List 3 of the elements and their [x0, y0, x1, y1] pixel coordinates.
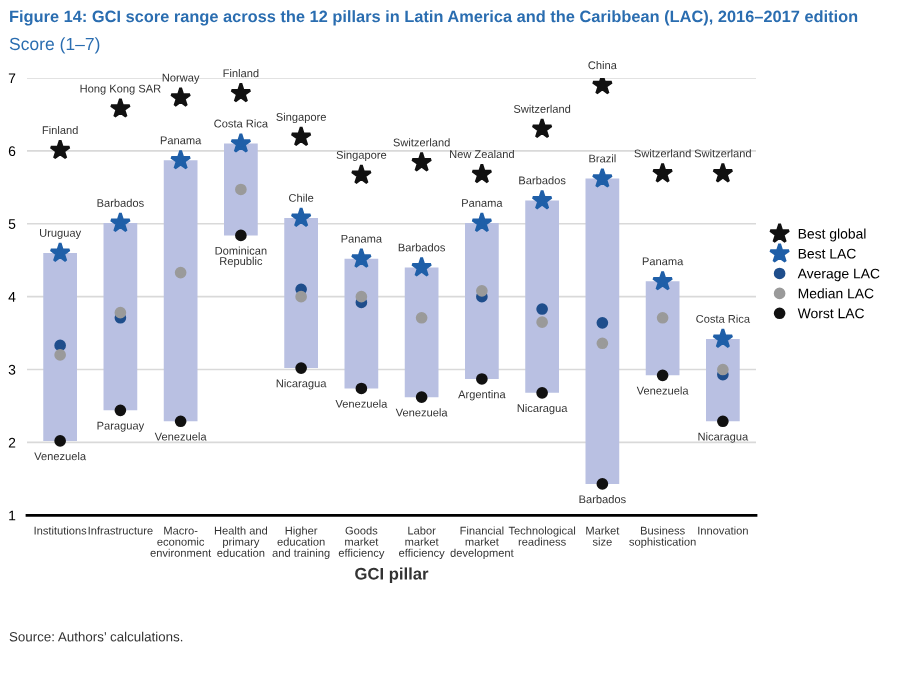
- chart-title: Figure 14: GCI score range across the 12 pillars in Latin America and the Caribbean (LAC), 2016–2017 edition: [10, 10, 858, 26]
- chart-subtitle: Score (1–7): [9, 37, 100, 54]
- x-axis-title: GCI pillar: [355, 567, 429, 583]
